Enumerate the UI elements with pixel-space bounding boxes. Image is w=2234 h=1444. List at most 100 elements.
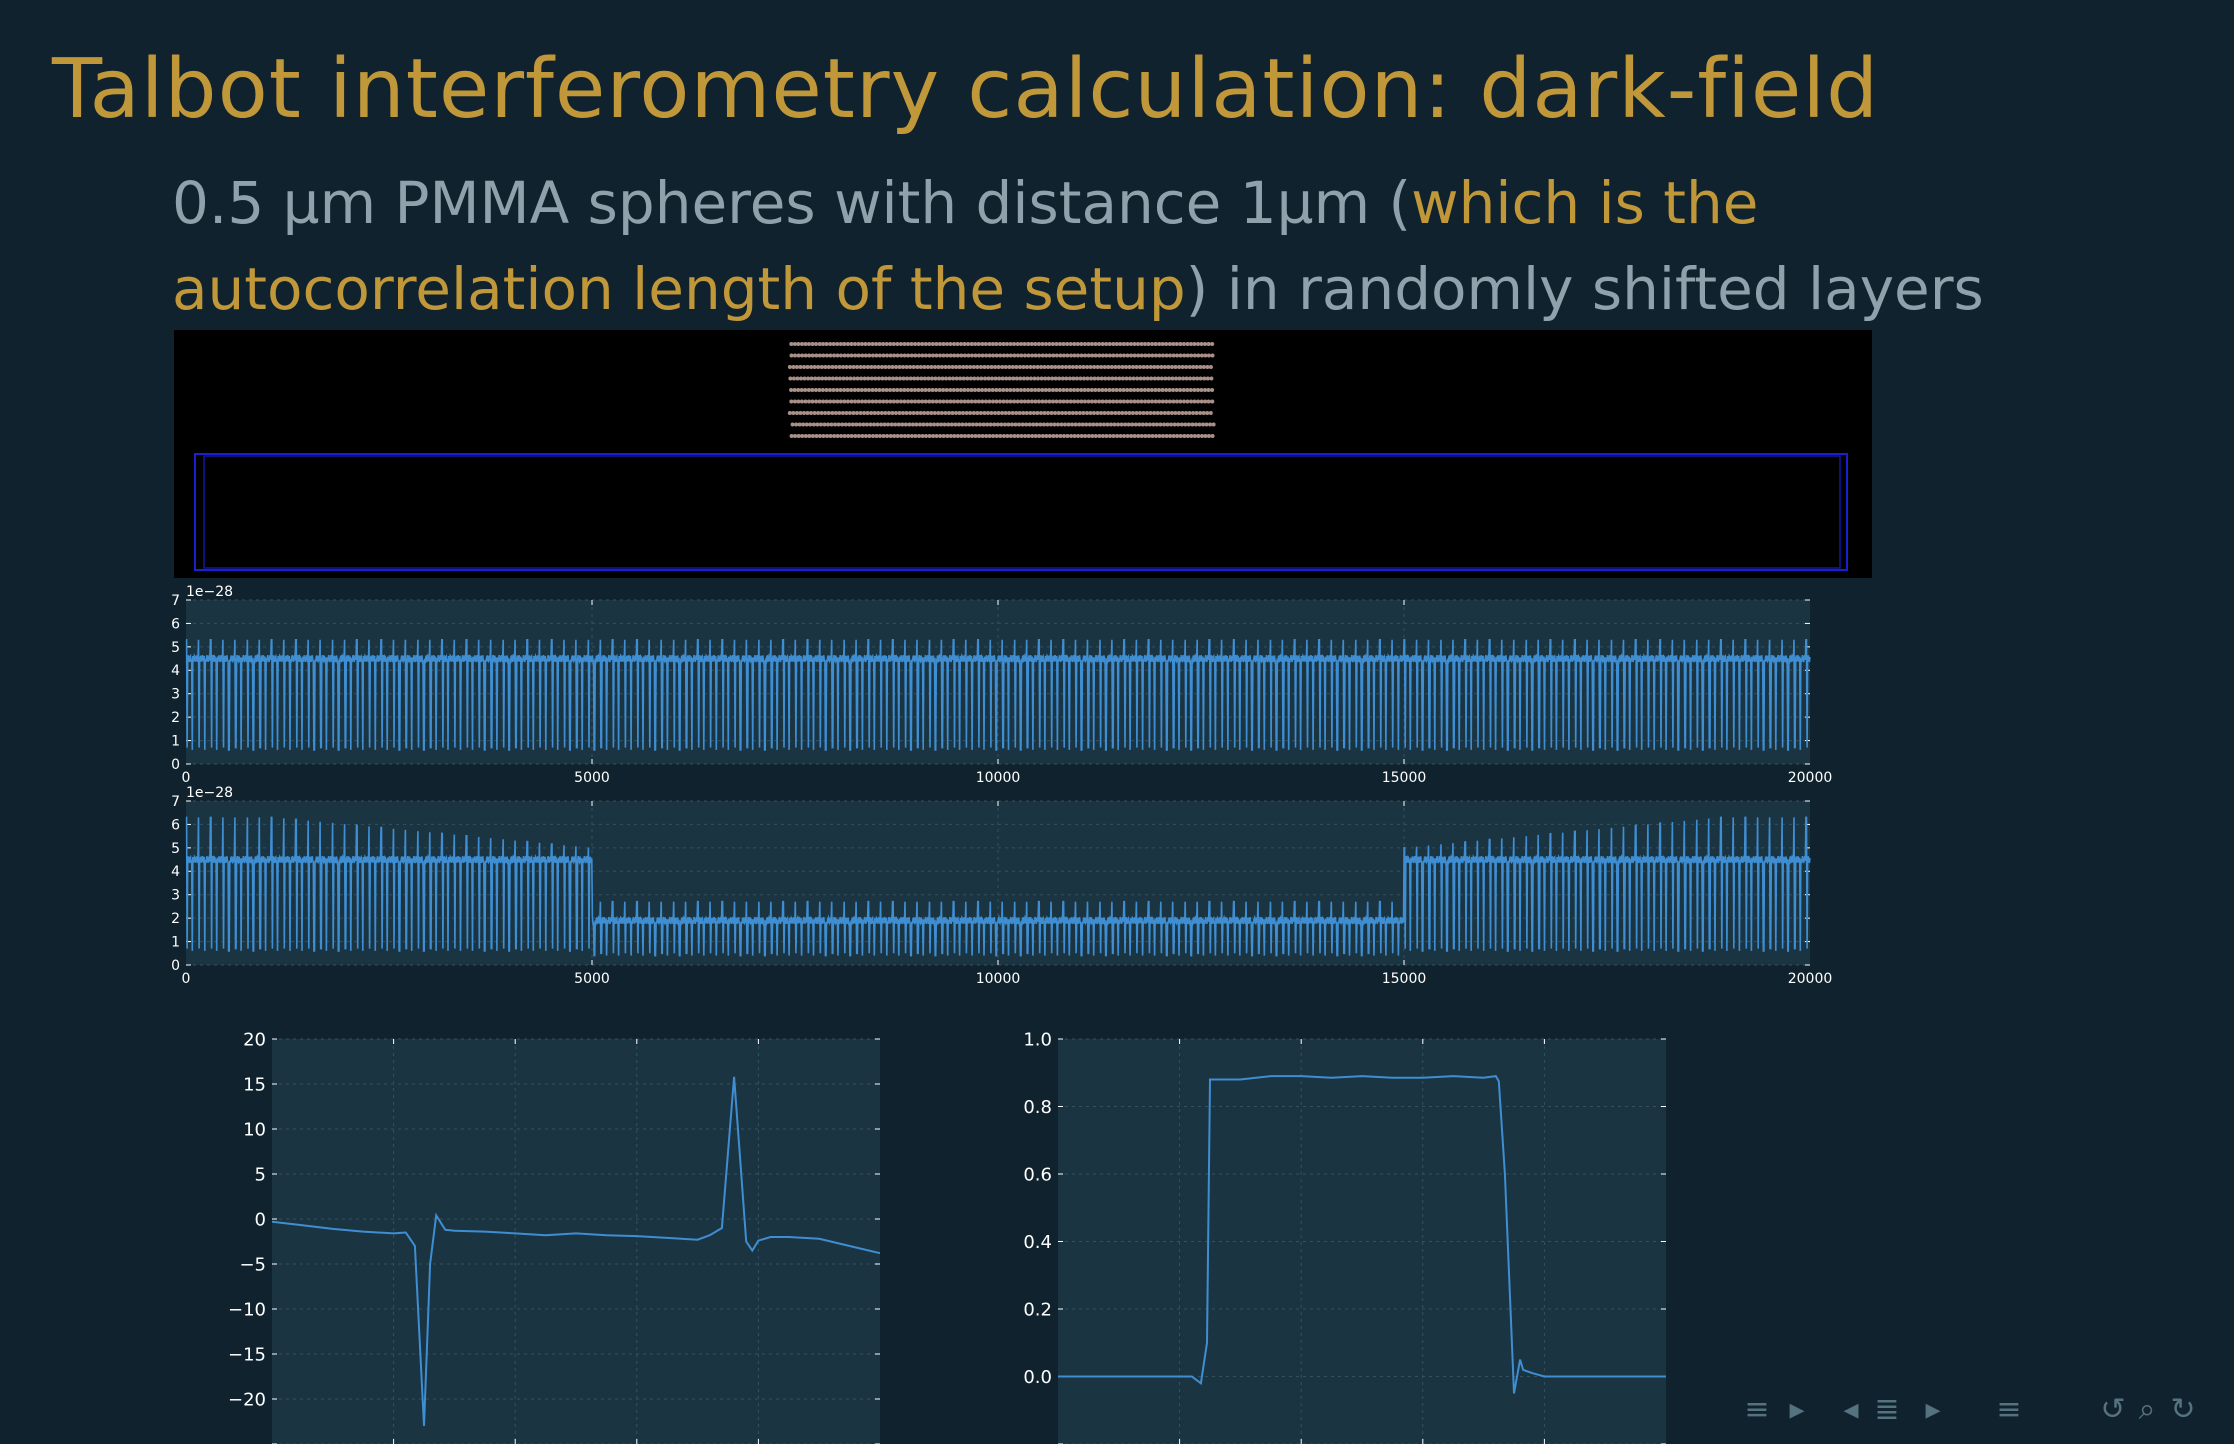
sphere bbox=[1008, 434, 1013, 438]
sphere bbox=[1155, 411, 1160, 415]
sphere bbox=[1015, 388, 1020, 392]
sphere bbox=[1028, 411, 1033, 415]
sphere bbox=[817, 353, 822, 358]
sphere bbox=[1166, 411, 1171, 415]
sphere bbox=[844, 365, 849, 369]
sphere bbox=[975, 365, 980, 369]
sphere bbox=[849, 388, 854, 392]
sphere bbox=[995, 422, 1000, 427]
sphere bbox=[1085, 365, 1090, 369]
sphere bbox=[1157, 353, 1162, 358]
sphere bbox=[1086, 434, 1091, 438]
sphere bbox=[1184, 376, 1189, 381]
sphere bbox=[923, 353, 928, 358]
sphere bbox=[1073, 422, 1078, 427]
sphere bbox=[1056, 365, 1061, 369]
sphere bbox=[836, 422, 841, 427]
sphere bbox=[1000, 365, 1005, 369]
sphere bbox=[873, 376, 878, 381]
sphere bbox=[1071, 376, 1076, 381]
sphere bbox=[1093, 342, 1098, 346]
sphere bbox=[996, 365, 1001, 369]
sphere bbox=[897, 365, 902, 369]
sphere bbox=[830, 376, 835, 381]
sphere bbox=[937, 399, 942, 404]
sphere bbox=[945, 353, 950, 358]
sphere bbox=[984, 434, 989, 438]
sphere bbox=[1100, 388, 1105, 392]
sphere bbox=[845, 388, 850, 392]
sphere bbox=[1099, 411, 1104, 415]
sphere bbox=[1135, 376, 1140, 381]
sphere bbox=[1188, 376, 1193, 381]
sphere bbox=[916, 353, 921, 358]
sphere bbox=[939, 411, 944, 415]
sphere bbox=[987, 434, 992, 438]
sphere bbox=[915, 411, 920, 415]
sphere bbox=[840, 411, 845, 415]
sphere bbox=[1199, 342, 1204, 346]
sphere bbox=[872, 365, 877, 369]
sphere bbox=[832, 434, 837, 438]
sphere bbox=[909, 388, 914, 392]
sphere bbox=[994, 342, 999, 346]
search-icon[interactable]: ⌕ bbox=[2138, 1392, 2156, 1427]
undo-icon[interactable]: ↺ bbox=[2100, 1392, 2126, 1427]
sphere bbox=[1205, 376, 1210, 381]
sphere bbox=[1175, 353, 1180, 358]
sphere bbox=[992, 422, 997, 427]
sphere bbox=[978, 422, 983, 427]
sphere bbox=[854, 422, 859, 427]
subtitle-text-2: ) in randomly shifted layers bbox=[1185, 255, 1984, 323]
sphere bbox=[1202, 376, 1207, 381]
sphere bbox=[1132, 434, 1137, 438]
sphere bbox=[909, 353, 914, 358]
sphere bbox=[796, 388, 801, 392]
sphere bbox=[814, 353, 819, 358]
sphere bbox=[1095, 365, 1100, 369]
sphere bbox=[958, 376, 963, 381]
sphere bbox=[878, 434, 882, 438]
sphere bbox=[1065, 353, 1070, 358]
sphere bbox=[1061, 342, 1066, 346]
sphere bbox=[931, 434, 936, 438]
sphere bbox=[1015, 342, 1020, 346]
sphere bbox=[793, 434, 798, 438]
sphere bbox=[1097, 434, 1102, 438]
section-list-icon[interactable]: ≣ bbox=[1874, 1392, 1900, 1427]
sphere bbox=[1089, 388, 1094, 392]
sphere bbox=[1159, 365, 1164, 369]
sphere bbox=[982, 411, 987, 415]
redo-icon[interactable]: ↻ bbox=[2170, 1392, 2196, 1427]
sphere bbox=[1092, 411, 1096, 415]
sphere bbox=[821, 434, 826, 438]
sphere bbox=[1136, 353, 1141, 358]
sphere bbox=[1172, 422, 1177, 427]
sphere bbox=[814, 399, 819, 404]
sphere bbox=[1044, 353, 1049, 358]
outline-icon[interactable]: ≡ bbox=[1996, 1392, 2022, 1427]
sphere bbox=[1155, 422, 1159, 427]
sphere bbox=[1085, 376, 1090, 381]
sphere bbox=[1067, 365, 1072, 369]
sphere bbox=[1019, 434, 1024, 438]
sphere bbox=[1120, 411, 1125, 415]
sphere bbox=[954, 376, 959, 381]
sphere bbox=[1090, 353, 1095, 358]
sphere bbox=[1210, 434, 1215, 438]
arrow-right-icon[interactable]: ▸ bbox=[1789, 1392, 1805, 1427]
sphere bbox=[1146, 353, 1151, 358]
arrow-left-icon[interactable]: ◂ bbox=[1843, 1392, 1859, 1427]
sphere bbox=[896, 422, 901, 427]
sphere bbox=[1132, 399, 1137, 404]
sphere bbox=[821, 399, 826, 404]
sphere bbox=[802, 411, 806, 415]
arrow-right-icon[interactable]: ▸ bbox=[1925, 1392, 1941, 1427]
sphere bbox=[843, 422, 848, 427]
sphere bbox=[796, 434, 801, 438]
frame-list-icon[interactable]: ≡ bbox=[1744, 1392, 1770, 1427]
sphere bbox=[1162, 411, 1167, 415]
sphere bbox=[1051, 399, 1056, 404]
sphere bbox=[1127, 411, 1132, 415]
sphere bbox=[888, 342, 893, 346]
